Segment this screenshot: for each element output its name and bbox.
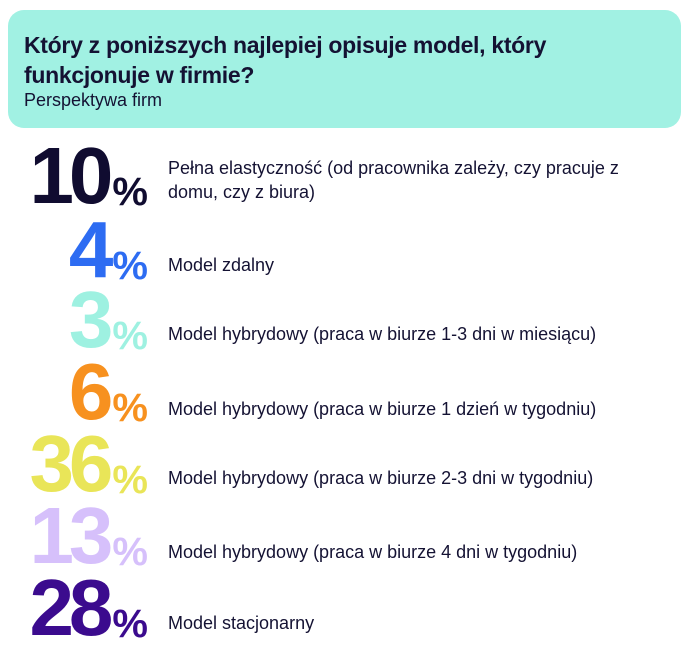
result-percentage: 4% [0, 210, 148, 290]
result-label: Model zdalny [168, 255, 275, 275]
result-value: 6 [68, 347, 113, 436]
result-unit: % [112, 314, 148, 358]
result-label: Pełna elastyczność (od pracownika zależy… [168, 158, 619, 202]
result-value: 3 [68, 275, 113, 364]
result-unit: % [112, 386, 148, 430]
result-label: Model hybrydowy (praca w biurze 1 dzień … [168, 399, 597, 419]
result-row: 13% Model hybrydowy (praca w biurze 4 dni… [0, 496, 689, 576]
result-percentage: 10% [0, 136, 148, 216]
question-title: Który z poniższych najlepiej opisuje mod… [24, 32, 547, 88]
result-row: 6% Model hybrydowy (praca w biurze 1 dzie… [0, 352, 689, 432]
question-header: Który z poniższych najlepiej opisuje mod… [8, 10, 681, 128]
result-row: 4% Model zdalny [0, 210, 689, 290]
result-row: 10% Pełna elastyczność (od pracownika zal… [0, 136, 689, 216]
result-label: Model hybrydowy (praca w biurze 2-3 dni … [168, 468, 594, 488]
result-percentage: 36% [0, 424, 148, 504]
result-value: 10 [29, 131, 113, 220]
result-row: 36% Model hybrydowy (praca w biurze 2-3 d… [0, 424, 689, 504]
result-label: Model stacjonarny [168, 613, 315, 633]
question-subtitle: Perspektywa firm [24, 90, 163, 110]
result-percentage: 3% [0, 280, 148, 360]
result-label: Model hybrydowy (praca w biurze 4 dni w … [168, 542, 578, 562]
result-percentage: 13% [0, 496, 148, 576]
result-unit: % [112, 244, 148, 288]
result-unit: % [112, 170, 148, 214]
result-unit: % [112, 458, 148, 502]
result-percentage: 6% [0, 352, 148, 432]
result-value: 28 [29, 563, 113, 652]
result-value: 36 [29, 419, 113, 508]
result-row: 28% Model stacjonarny [0, 568, 689, 648]
result-percentage: 28% [0, 568, 148, 648]
result-value: 4 [68, 205, 113, 294]
result-row: 3% Model hybrydowy (praca w biurze 1-3 dn… [0, 280, 689, 360]
result-value: 13 [29, 491, 113, 580]
result-label: Model hybrydowy (praca w biurze 1-3 dni … [168, 324, 597, 344]
result-unit: % [112, 530, 148, 574]
result-unit: % [112, 602, 148, 646]
